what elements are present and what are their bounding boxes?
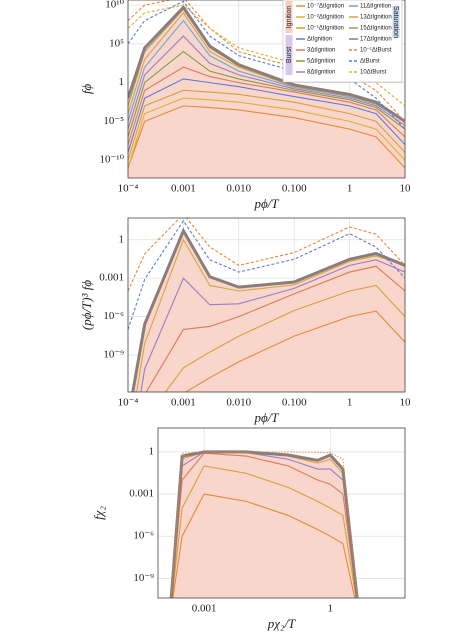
- series-line: [171, 465, 357, 598]
- legend-label: 10⁻⁷ΔtIgnition: [307, 3, 344, 10]
- y-tick-label: 1: [119, 233, 125, 245]
- x-tick-label: 10: [400, 183, 412, 195]
- axes-frame: [157, 427, 406, 599]
- y-tick-label: 1: [119, 76, 125, 88]
- legend-label: 10⁻¹ΔtBurst: [360, 48, 392, 54]
- series-line: [184, 310, 405, 392]
- x-tick-label: 1: [327, 603, 333, 615]
- x-tick-label: 0.001: [192, 603, 217, 615]
- series-line: [136, 238, 405, 392]
- y-tick-label: 10⁻⁵: [103, 115, 124, 127]
- series-line: [128, 105, 405, 169]
- plot-area: [128, 218, 405, 392]
- axes-frame: [127, 0, 406, 179]
- y-axis-label: fχ₂: [91, 506, 106, 520]
- legend-group-label: Burst: [286, 47, 293, 63]
- legend-label: ΔtBurst: [360, 59, 380, 65]
- x-axis-label: pχ₂/T: [267, 616, 296, 631]
- series-line: [170, 451, 358, 598]
- axes-frame: [127, 217, 406, 393]
- legend-label: 15ΔtIgnition: [360, 26, 392, 32]
- plot-area: [128, 0, 405, 178]
- x-tick-label: 1: [347, 397, 353, 409]
- legend-label: 13ΔtIgnition: [360, 15, 392, 21]
- series-line: [128, 218, 405, 292]
- legend-label: 10ΔtBurst: [360, 70, 387, 76]
- y-tick-label: 10⁻⁹: [133, 572, 154, 584]
- x-tick-label: 0.100: [282, 397, 307, 409]
- legend-group-bar: [392, 6, 400, 38]
- legend-label: 8ΔtIgnition: [307, 70, 335, 76]
- x-axis-label: pϕ/T: [253, 196, 279, 211]
- y-tick-label: 1: [149, 445, 155, 457]
- legend-label: 17ΔtIgnition: [360, 37, 392, 43]
- series-line: [170, 452, 358, 598]
- legend-label: ΔtIgnition: [307, 37, 332, 43]
- y-tick-label: 10⁻⁶: [133, 530, 154, 542]
- y-tick-label: 10⁻⁶: [103, 310, 124, 322]
- legend-label: 5ΔtIgnition: [307, 59, 335, 65]
- series-line: [172, 493, 356, 598]
- x-tick-label: 0.001: [171, 397, 196, 409]
- x-tick-label: 0.100: [282, 183, 307, 195]
- y-tick-label: 0.001: [129, 488, 154, 500]
- y-tick-label: 0.001: [99, 272, 124, 284]
- series-line: [140, 259, 405, 392]
- series-line: [128, 78, 405, 153]
- series-line: [128, 89, 405, 161]
- y-tick-label: 10⁻¹⁰: [99, 154, 124, 166]
- series-line: [128, 0, 405, 122]
- series-line: [128, 35, 405, 130]
- series-line: [131, 227, 405, 392]
- series-line: [128, 50, 405, 138]
- x-axis-label: pϕ/T: [253, 410, 279, 425]
- series-line: [170, 451, 358, 598]
- series-line: [164, 284, 405, 392]
- series-line: [128, 219, 405, 330]
- series-line: [128, 66, 405, 145]
- legend-group-label: Ignition: [286, 6, 293, 29]
- plot-area: [169, 450, 360, 598]
- x-tick-label: 0.010: [226, 397, 251, 409]
- x-tick-label: 10: [400, 397, 412, 409]
- legend-box: [282, 0, 403, 83]
- legend-label: 10⁻²ΔtIgnition: [307, 15, 344, 21]
- x-tick-label: 10⁻⁴: [118, 183, 139, 195]
- legend-label: 10⁻¹ΔtIgnition: [307, 26, 344, 32]
- y-tick-label: 10¹⁰: [105, 0, 124, 11]
- series-line: [128, 97, 405, 169]
- series-line: [128, 5, 405, 123]
- legend-group-bar: [285, 1, 293, 33]
- legend-label: 11ΔtIgnition: [360, 4, 391, 10]
- series-line: [145, 265, 405, 392]
- x-tick-label: 0.001: [171, 183, 196, 195]
- series-line: [128, 0, 405, 130]
- series-line: [128, 19, 405, 122]
- area-fill: [169, 451, 360, 598]
- series-line: [169, 450, 359, 598]
- y-tick-label: 10⁵: [109, 37, 124, 49]
- y-axis-label: (pϕ/T)³ fϕ: [79, 280, 94, 330]
- x-tick-label: 1: [347, 183, 353, 195]
- y-tick-label: 10⁻⁹: [103, 349, 124, 361]
- legend-group-bar: [285, 35, 293, 75]
- y-axis-label: fϕ: [79, 84, 94, 95]
- x-tick-label: 10⁻⁴: [118, 397, 139, 409]
- legend-label: 3ΔtIgnition: [307, 48, 335, 54]
- legend-group-label: Saturation: [392, 6, 399, 38]
- x-tick-label: 0.010: [226, 183, 251, 195]
